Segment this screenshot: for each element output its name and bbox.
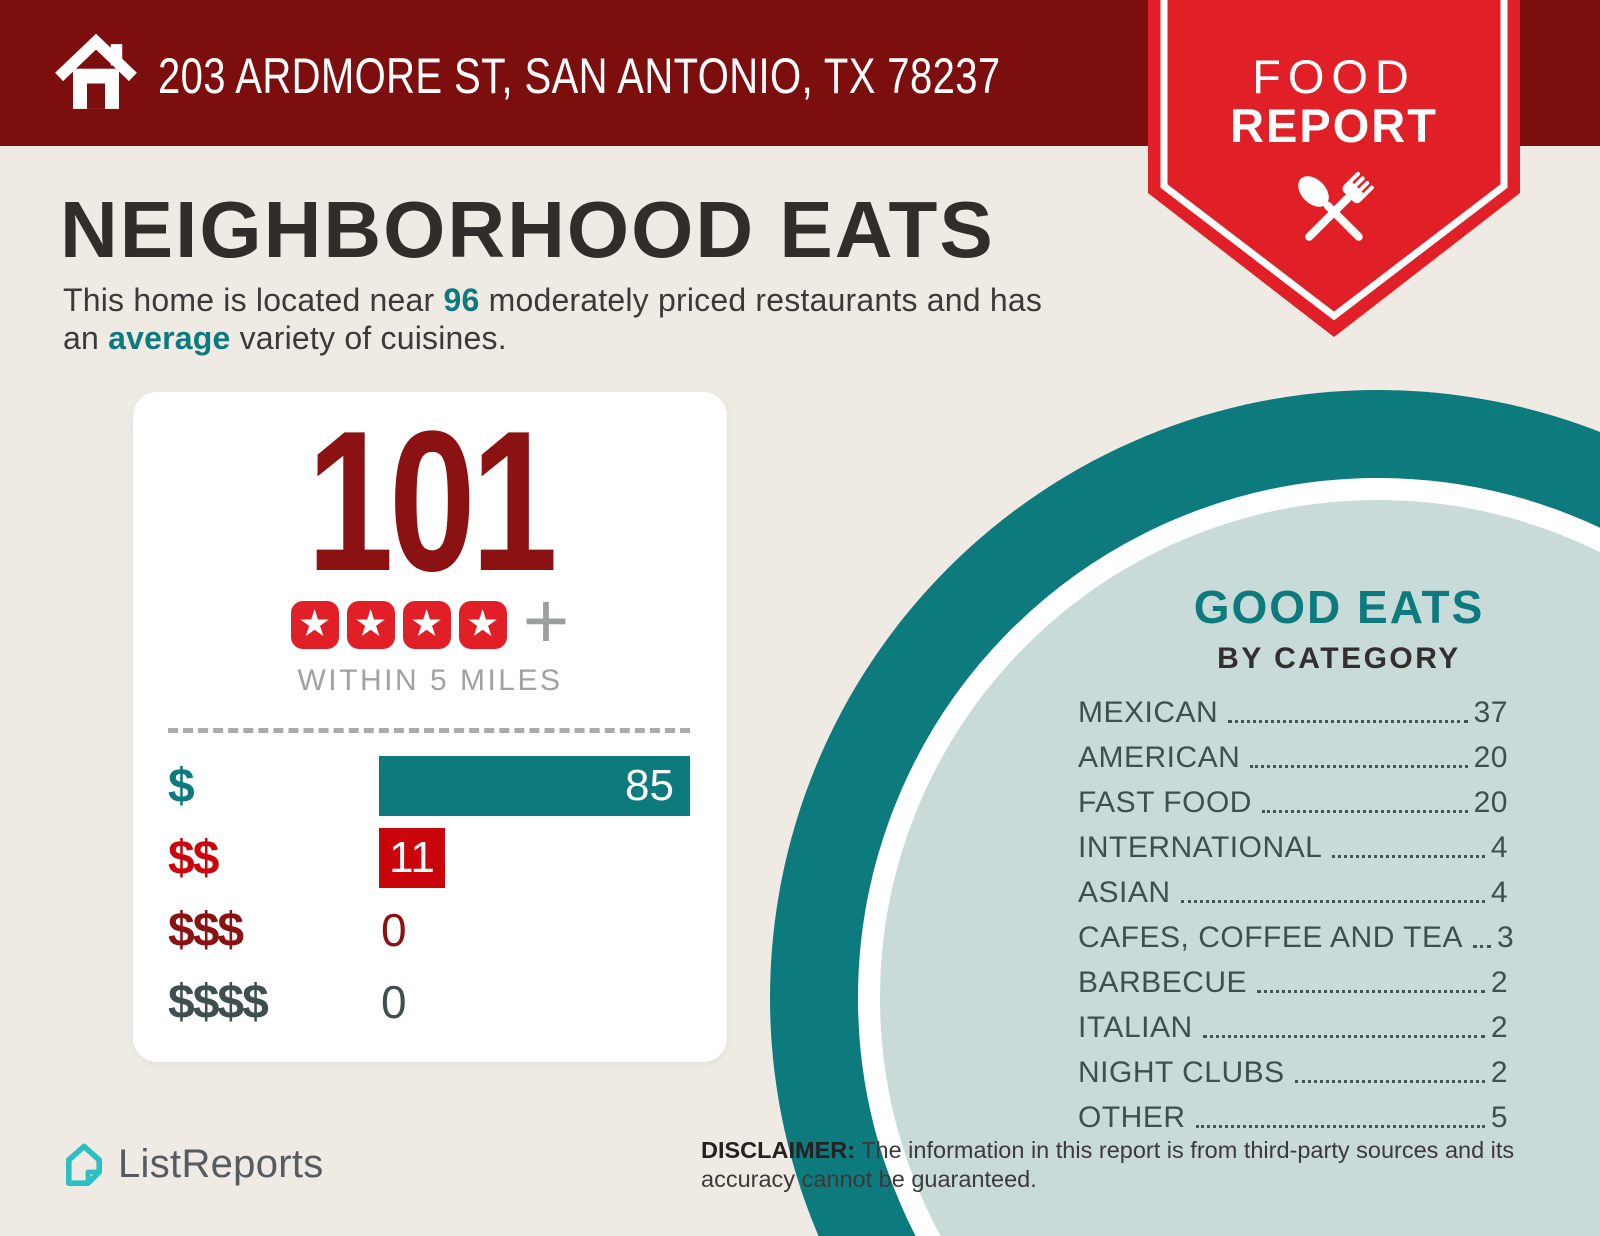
dotted-leader — [1332, 855, 1485, 858]
category-name: NIGHT CLUBS — [1078, 1056, 1285, 1089]
good-eats-title: GOOD EATS — [1193, 581, 1485, 633]
property-address: 203 ARDMORE ST, SAN ANTONIO, TX 78237 — [158, 48, 1001, 104]
price-tier-label: $$ — [168, 831, 219, 885]
category-count: 37 — [1473, 696, 1508, 729]
category-row: NIGHT CLUBS 2 — [1078, 1045, 1508, 1090]
price-tier-row: $$ 11 — [168, 828, 690, 888]
star-glyph: ★ — [298, 601, 332, 645]
category-count: 4 — [1490, 831, 1508, 864]
dotted-leader — [1195, 1125, 1485, 1128]
brand-name: ListReports — [118, 1141, 324, 1186]
price-tier-label: $$$ — [168, 903, 244, 957]
category-row: CAFES, COFFEE AND TEA 3 — [1078, 910, 1514, 955]
dotted-leader — [1250, 765, 1468, 768]
category-count: 20 — [1473, 786, 1508, 819]
dotted-leader — [1473, 945, 1492, 948]
category-name: BARBECUE — [1078, 966, 1248, 999]
star-icon: ★ — [402, 601, 451, 649]
price-tier-value: 0 — [381, 904, 407, 956]
category-count: 5 — [1490, 1101, 1508, 1134]
category-name: OTHER — [1078, 1101, 1186, 1134]
star-icon: ★ — [458, 601, 507, 649]
category-count: 2 — [1490, 966, 1508, 999]
dotted-leader — [1257, 990, 1485, 993]
spoon-and-fork-icon — [1298, 171, 1374, 241]
category-count: 2 — [1490, 1011, 1508, 1044]
disclaimer: DISCLAIMER: The information in this repo… — [701, 1136, 1531, 1194]
home-icon — [55, 33, 137, 109]
category-row: ITALIAN 2 — [1078, 1000, 1508, 1045]
good-eats-subtitle: BY CATEGORY — [1217, 642, 1461, 675]
category-name: CAFES, COFFEE AND TEA — [1078, 921, 1464, 954]
dotted-leader — [1228, 720, 1468, 723]
category-name: AMERICAN — [1078, 741, 1241, 774]
category-row: OTHER 5 — [1078, 1090, 1508, 1135]
category-name: INTERNATIONAL — [1078, 831, 1323, 864]
category-name: MEXICAN — [1078, 696, 1219, 729]
dotted-leader — [1294, 1080, 1485, 1083]
price-tier-row: $$$$ 0 — [168, 972, 690, 1032]
price-tier-value: 11 — [389, 833, 435, 882]
dotted-leader — [1180, 900, 1485, 903]
plus-sign: + — [522, 576, 570, 665]
listreports-brand: ListReports — [60, 1138, 324, 1190]
price-tier-bar-chart: $85 $$ 11 $$$ 0 $$$$ 0 — [168, 756, 690, 1044]
restaurant-stats-card: 101 ★ ★ ★ ★ + WITHIN 5 MILES $85 $$ 11 $$$ 0 $$$$… — [133, 392, 727, 1062]
summary-part3: variety of cuisines. — [230, 320, 507, 356]
star-glyph: ★ — [354, 601, 388, 645]
dotted-leader — [1261, 810, 1468, 813]
price-tier-row: $85 — [168, 756, 690, 816]
dotted-leader — [1202, 1035, 1485, 1038]
category-name: ITALIAN — [1078, 1011, 1193, 1044]
category-row: ASIAN 4 — [1078, 865, 1508, 910]
category-row: AMERICAN 20 — [1078, 730, 1508, 775]
star-icon: ★ — [290, 601, 339, 649]
star-icon: ★ — [346, 601, 395, 649]
category-count: 2 — [1490, 1056, 1508, 1089]
radius-label: WITHIN 5 MILES — [297, 664, 563, 697]
restaurant-count-inline: 96 — [443, 282, 480, 318]
category-row: INTERNATIONAL 4 — [1078, 820, 1508, 865]
page-title: NEIGHBORHOOD EATS — [60, 185, 995, 274]
price-tier-bar: 11 — [379, 828, 445, 888]
category-row: FAST FOOD 20 — [1078, 775, 1508, 820]
summary-part2: moderately priced restaurants and has an — [63, 282, 1043, 356]
restaurant-total-count: 101 — [306, 390, 558, 613]
disclaimer-label: DISCLAIMER: — [701, 1137, 856, 1163]
good-eats-header: GOOD EATS BY CATEGORY — [1109, 580, 1569, 676]
star-rating: ★ ★ ★ ★ + — [133, 576, 727, 665]
price-tier-bar: 85 — [379, 756, 690, 816]
price-tier-label: $ — [168, 759, 195, 813]
ribbon-inner-border — [1160, 0, 1508, 321]
price-tier-row: $$$ 0 — [168, 900, 690, 960]
price-tier-value: 0 — [381, 976, 407, 1028]
category-count: 3 — [1497, 921, 1515, 954]
category-list: MEXICAN 37 AMERICAN 20 FAST FOOD 20 INTERNATIO… — [1078, 685, 1514, 1135]
star-glyph: ★ — [466, 601, 500, 645]
ribbon-title-line1: FOOD — [1252, 50, 1416, 103]
variety-rating-inline: average — [108, 320, 231, 356]
category-name: ASIAN — [1078, 876, 1171, 909]
category-count: 4 — [1490, 876, 1508, 909]
category-row: MEXICAN 37 — [1078, 685, 1508, 730]
category-count: 20 — [1473, 741, 1508, 774]
summary-text: This home is located near 96 moderately … — [63, 281, 1078, 357]
price-tier-label: $$$$ — [168, 975, 269, 1029]
category-row: BARBECUE 2 — [1078, 955, 1508, 1000]
price-tier-value: 85 — [625, 761, 674, 810]
star-glyph: ★ — [410, 601, 444, 645]
food-report-ribbon: FOOD REPORT — [1148, 0, 1520, 337]
ribbon-title-line2: REPORT — [1230, 99, 1438, 152]
dashed-divider — [168, 728, 690, 733]
disclaimer-text: The information in this report is from t… — [701, 1137, 1515, 1192]
summary-part1: This home is located near — [63, 282, 444, 318]
category-name: FAST FOOD — [1078, 786, 1252, 819]
ribbon-shape — [1148, 0, 1520, 337]
listreports-logo-icon — [66, 1143, 102, 1186]
